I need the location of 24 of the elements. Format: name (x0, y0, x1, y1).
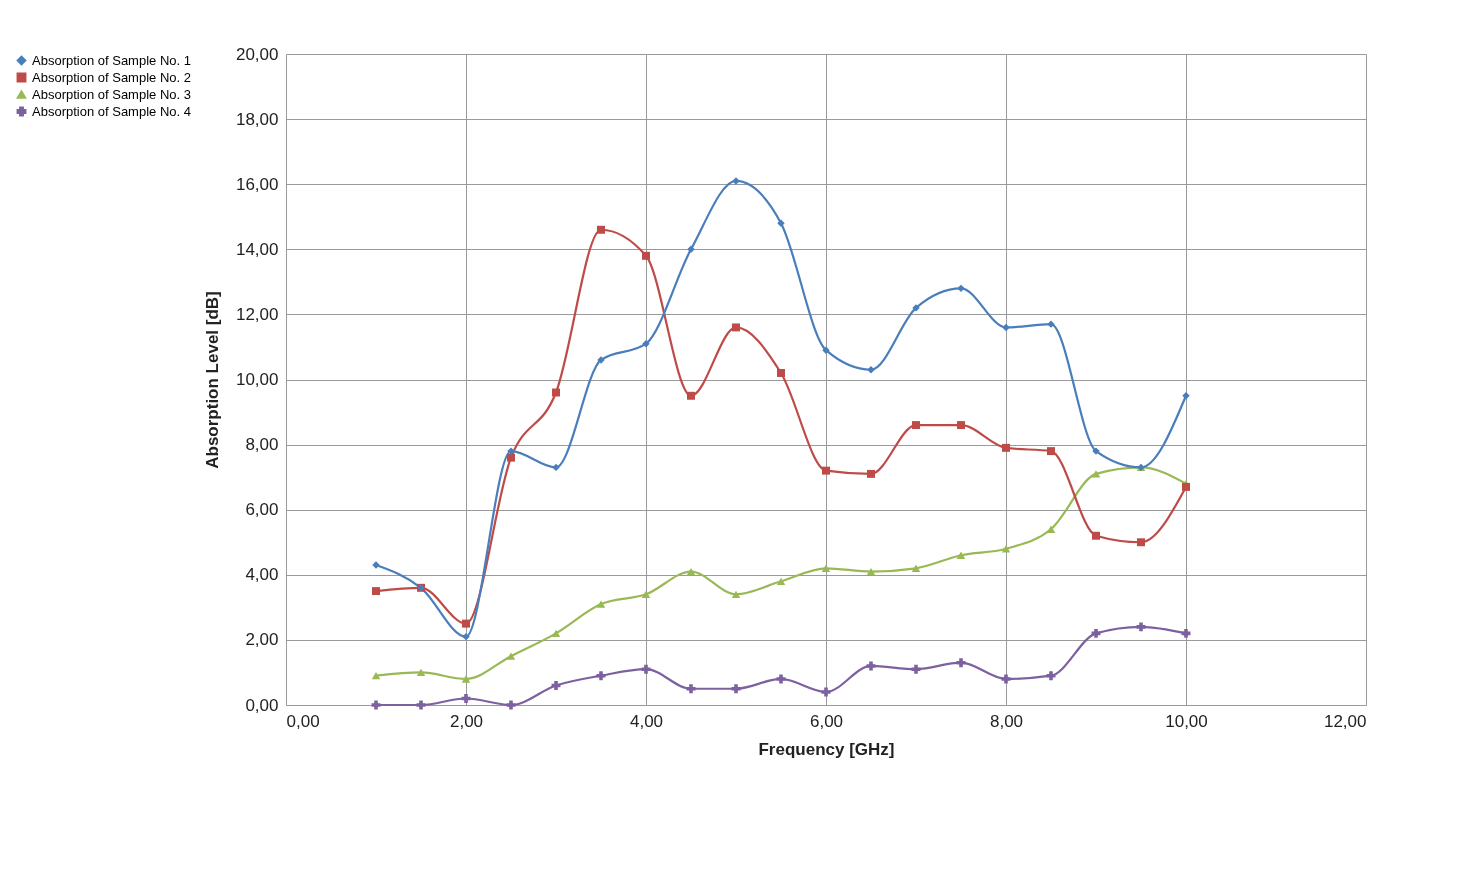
y-tick-label: 0,00 (245, 695, 279, 715)
y-tick-label: 14,00 (235, 239, 279, 259)
x-tick-label: 12,00 (1323, 711, 1367, 731)
legend-label: Absorption of Sample No. 4 (32, 103, 191, 119)
y-tick-label: 12,00 (235, 304, 279, 324)
x-axis-title: Frequency [GHz] (758, 739, 895, 759)
y-tick-label: 10,00 (235, 370, 279, 389)
y-tick-label: 18,00 (235, 109, 279, 129)
x-tick-label: 8,00 (989, 711, 1024, 731)
legend-label: Absorption of Sample No. 1 (32, 52, 191, 68)
x-tick-label: 4,00 (629, 711, 664, 731)
y-tick-label: 4,00 (245, 565, 279, 585)
legend-label: Absorption of Sample No. 2 (32, 69, 191, 85)
y-tick-label: 20,00 (235, 44, 279, 64)
y-tick-label: 6,00 (245, 500, 279, 520)
y-axis-title: Absorption Level [dB] (202, 291, 222, 469)
y-tick-label: 2,00 (245, 630, 279, 650)
y-tick-label: 16,00 (235, 174, 279, 194)
y-tick-label: 8,00 (245, 435, 279, 455)
legend-label: Absorption of Sample No. 3 (32, 86, 191, 102)
x-tick-label: 0,00 (286, 711, 320, 731)
x-tick-label: 6,00 (809, 711, 844, 731)
x-tick-label: 10,00 (1165, 711, 1208, 731)
x-tick-label: 2,00 (449, 711, 484, 731)
